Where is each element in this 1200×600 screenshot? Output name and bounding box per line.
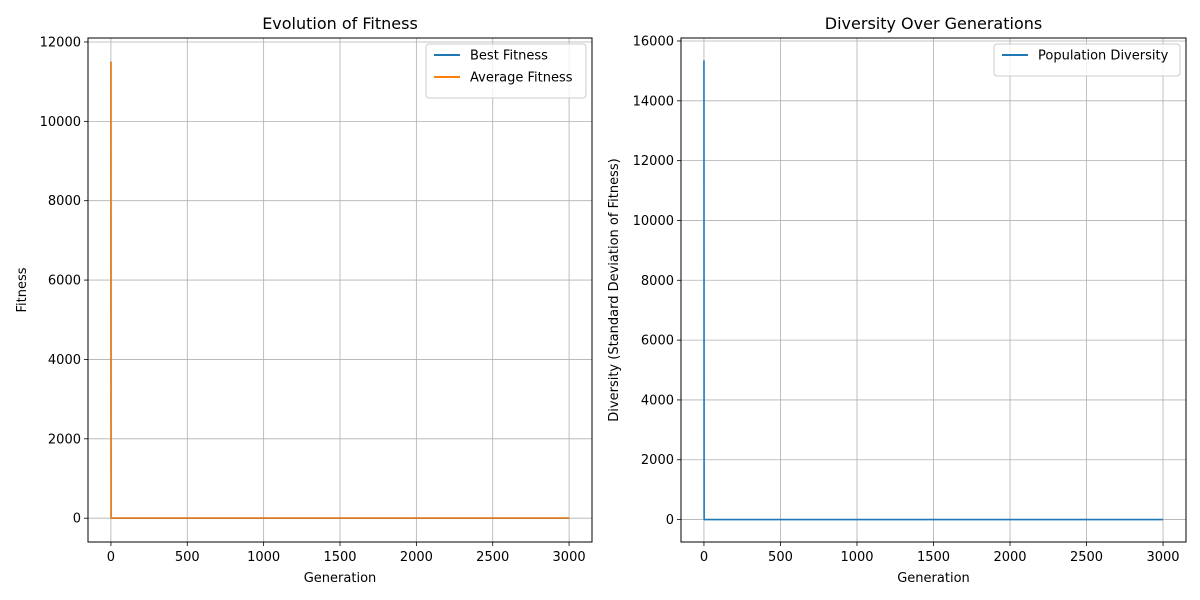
- fitness-y-axis-label: Fitness: [15, 267, 30, 312]
- diversity-y-ticks: 0 2000 4000 6000 8000 10000 12000 14000 16000: [633, 34, 681, 528]
- y-tick-label: 10000: [633, 214, 674, 229]
- x-tick-label: 3000: [1146, 550, 1179, 565]
- series-line-average-fitness: [110, 61, 570, 519]
- x-tick-label: 1500: [917, 550, 950, 565]
- fitness-chart: 0 500 1000 1500 2000 2500 3000 0 2000 4000 6000 80…: [15, 14, 593, 586]
- x-tick-label: 1000: [247, 550, 280, 565]
- fitness-legend: Best Fitness Average Fitness: [425, 43, 587, 99]
- diversity-y-axis-label: Diversity (Standard Deviation of Fitness…: [607, 158, 622, 421]
- fitness-chart-title: Evolution of Fitness: [262, 14, 418, 33]
- fitness-series: [110, 61, 570, 519]
- diversity-legend-box: [993, 43, 1181, 77]
- y-tick-label: 2000: [48, 432, 81, 447]
- y-tick-label: 12000: [40, 35, 81, 50]
- x-tick-label: 500: [175, 550, 200, 565]
- y-tick-label: 10000: [40, 115, 81, 130]
- y-tick-label: 4000: [48, 353, 81, 368]
- fitness-x-axis-label: Generation: [304, 571, 377, 586]
- x-tick-label: 2500: [476, 550, 509, 565]
- diversity-chart-title: Diversity Over Generations: [825, 14, 1042, 33]
- series-line-population-diversity: [703, 60, 1164, 521]
- fitness-grid: [88, 38, 592, 542]
- diversity-chart: 0 500 1000 1500 2000 2500 3000 0 2000 4000 6000 80…: [607, 14, 1187, 586]
- y-tick-label: 2000: [641, 453, 674, 468]
- diversity-x-axis-label: Generation: [897, 571, 970, 586]
- y-tick-label: 8000: [641, 274, 674, 289]
- y-tick-label: 8000: [48, 194, 81, 209]
- fitness-legend-box: [425, 43, 587, 99]
- y-tick-label: 6000: [48, 274, 81, 289]
- y-tick-label: 0: [73, 512, 81, 527]
- y-tick-label: 16000: [633, 34, 674, 49]
- x-tick-label: 1000: [840, 550, 873, 565]
- x-tick-label: 2000: [400, 550, 433, 565]
- x-tick-label: 0: [700, 550, 708, 565]
- legend-label-average-fitness: Average Fitness: [470, 71, 573, 86]
- x-tick-label: 500: [768, 550, 793, 565]
- fitness-y-ticks: 0 2000 4000 6000 8000 10000 12000: [40, 35, 88, 527]
- x-tick-label: 0: [107, 550, 115, 565]
- y-tick-label: 12000: [633, 154, 674, 169]
- x-tick-label: 2000: [993, 550, 1026, 565]
- legend-label-population-diversity: Population Diversity: [1038, 49, 1169, 64]
- legend-label-best-fitness: Best Fitness: [470, 49, 548, 64]
- y-tick-label: 0: [666, 513, 674, 528]
- y-tick-label: 4000: [641, 393, 674, 408]
- diversity-legend: Population Diversity: [993, 43, 1181, 77]
- x-tick-label: 3000: [553, 550, 586, 565]
- y-tick-label: 6000: [641, 334, 674, 349]
- fitness-x-ticks: 0 500 1000 1500 2000 2500 3000: [107, 542, 586, 565]
- x-tick-label: 2500: [1070, 550, 1103, 565]
- diversity-series: [703, 60, 1164, 521]
- y-tick-label: 14000: [633, 94, 674, 109]
- diversity-x-ticks: 0 500 1000 1500 2000 2500 3000: [700, 542, 1180, 565]
- x-tick-label: 1500: [323, 550, 356, 565]
